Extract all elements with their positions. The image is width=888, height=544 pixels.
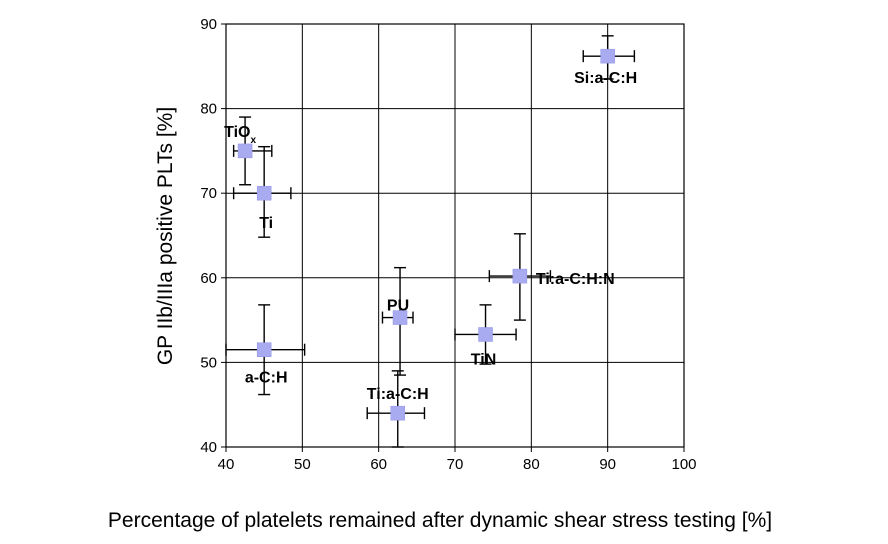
point-label-tin: TiN <box>471 351 496 368</box>
data-point-ti <box>256 185 272 201</box>
y-tick-label-70: 70 <box>200 185 217 202</box>
data-point-tiox <box>237 143 253 159</box>
data-point-a-c-h <box>256 342 272 357</box>
y-tick-label-80: 80 <box>200 101 217 118</box>
point-label-pu: PU <box>387 298 409 315</box>
data-point-pu <box>392 310 408 325</box>
y-tick-label-60: 60 <box>200 270 217 287</box>
y-axis-ticks: 40 50 60 70 80 90 <box>200 16 226 456</box>
data-point-ti-a-c-h-n <box>512 268 528 284</box>
point-label-a-c-h: a-C:H <box>245 370 288 387</box>
x-tick-label-40: 40 <box>218 456 235 473</box>
point-label-ti: Ti <box>259 215 273 232</box>
point-label-si-a-c-h: Si:a-C:H <box>574 70 637 87</box>
x-tick-label-90: 90 <box>599 456 616 473</box>
point-label-tiox: TiOx <box>224 124 256 146</box>
data-point-tin <box>478 327 493 342</box>
x-tick-label-70: 70 <box>447 456 464 473</box>
y-tick-label-40: 40 <box>200 439 217 456</box>
x-tick-label-100: 100 <box>671 456 696 473</box>
x-tick-label-60: 60 <box>370 456 387 473</box>
x-axis-title: Percentage of platelets remained after d… <box>108 509 772 532</box>
grid-lines <box>226 24 684 447</box>
y-tick-label-90: 90 <box>200 16 217 33</box>
x-tick-label-80: 80 <box>523 456 540 473</box>
y-tick-label-50: 50 <box>200 354 217 371</box>
x-tick-label-50: 50 <box>294 456 311 473</box>
y-axis-title: GP IIb/IIIa positive PLTs [%] <box>154 107 177 365</box>
data-point-ti-a-c-h <box>390 405 405 421</box>
point-label-ti-a-c-h-n: Ti:a-C:H:N <box>536 271 615 288</box>
data-point-si-a-c-h <box>600 48 615 64</box>
point-labels: TiOx Ti Si:a-C:H Ti:a-C:H:N PU TiN a-C:H Ti:a-C… <box>224 70 637 403</box>
data-markers <box>237 48 615 421</box>
point-label-ti-a-c-h: Ti:a-C:H <box>367 386 429 403</box>
x-axis-ticks: 40 50 60 70 80 90 100 <box>218 447 697 473</box>
